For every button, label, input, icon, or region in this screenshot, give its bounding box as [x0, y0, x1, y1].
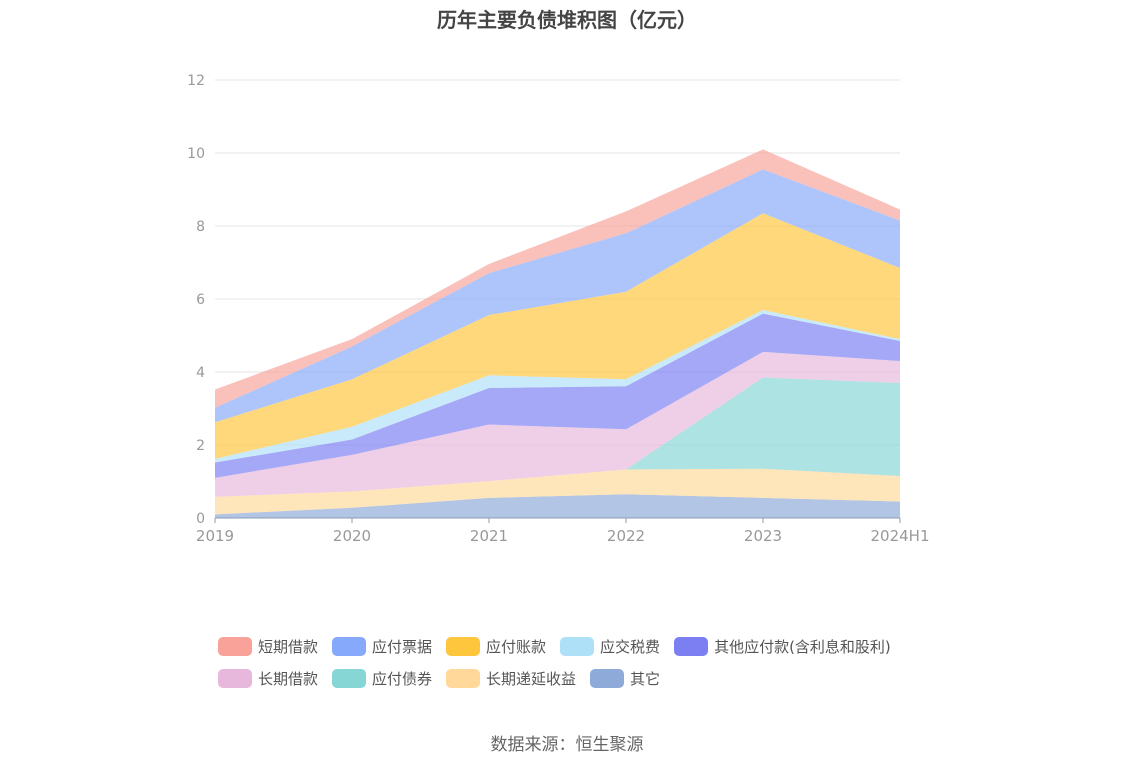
x-tick-label: 2020: [333, 527, 371, 545]
legend-item-long-term-loans[interactable]: 长期借款: [218, 668, 318, 689]
series-area: [215, 494, 900, 518]
stacked-area-chart: 0 2 4 6 8 10 12 2019 2020 2021 2022 2023 2024H1: [187, 73, 930, 545]
legend-item-bonds-payable[interactable]: 应付债券: [332, 668, 432, 689]
legend-item-notes-payable[interactable]: 应付票据: [332, 636, 432, 657]
series-area: [215, 313, 900, 478]
data-source: 数据来源：恒生聚源: [490, 735, 644, 755]
legend-item-taxes-payable[interactable]: 应交税费: [560, 636, 660, 657]
legend-label: 应付账款: [486, 637, 547, 656]
x-tick-label: 2021: [470, 527, 508, 545]
y-tick-label: 0: [196, 511, 205, 527]
legend-item-accounts-payable[interactable]: 应付账款: [446, 636, 546, 657]
legend-label: 应付债券: [372, 669, 433, 688]
legend-swatch: [218, 668, 252, 688]
series-area: [215, 309, 900, 463]
legend-swatch: [560, 636, 595, 656]
y-tick-label: 2: [196, 438, 205, 454]
legend-swatch: [218, 636, 252, 656]
legend-swatch: [446, 668, 481, 688]
legend-item-short-term-loans[interactable]: 短期借款: [218, 636, 318, 657]
legend-label: 其它: [630, 669, 661, 688]
legend-item-others[interactable]: 其它: [590, 668, 660, 689]
legend-item-other-payables[interactable]: 其他应付款(含利息和股利): [674, 636, 891, 657]
legend-item-deferred-income[interactable]: 长期递延收益: [446, 668, 576, 689]
x-tick-label: 2019: [196, 527, 234, 545]
legend-label: 应付票据: [372, 637, 433, 656]
y-tick-label: 10: [187, 146, 205, 162]
y-tick-label: 8: [196, 219, 205, 235]
x-tick-label: 2023: [744, 527, 782, 545]
legend-label: 应交税费: [600, 637, 661, 656]
legend-swatch: [590, 668, 625, 688]
legend-swatch: [332, 668, 367, 688]
chart-title: 历年主要负债堆积图（亿元）: [437, 8, 697, 32]
legend-swatch: [332, 636, 367, 656]
series-area: [215, 169, 900, 423]
y-tick-label: 6: [196, 292, 205, 308]
x-tick-label: 2022: [607, 527, 645, 545]
y-tick-label: 4: [196, 365, 205, 381]
series-area: [215, 377, 900, 497]
y-tick-label: 12: [187, 73, 205, 89]
series-area: [215, 213, 900, 459]
legend-row-2: 长期借款 应付债券 长期递延收益 其它: [218, 662, 978, 694]
chart-legend: 短期借款 应付票据 应付账款 应交税费 其他应付款(含利息和股利) 长期借款 应…: [218, 630, 978, 694]
legend-swatch: [446, 636, 481, 656]
series-area: [215, 351, 900, 497]
x-tick-label: 2024H1: [871, 527, 930, 545]
legend-swatch: [674, 636, 709, 656]
series-area: [215, 468, 900, 515]
legend-row-1: 短期借款 应付票据 应付账款 应交税费 其他应付款(含利息和股利): [218, 630, 978, 662]
legend-label: 其他应付款(含利息和股利): [714, 637, 891, 656]
legend-label: 短期借款: [258, 637, 319, 656]
legend-label: 长期递延收益: [486, 669, 577, 688]
legend-label: 长期借款: [258, 669, 319, 688]
